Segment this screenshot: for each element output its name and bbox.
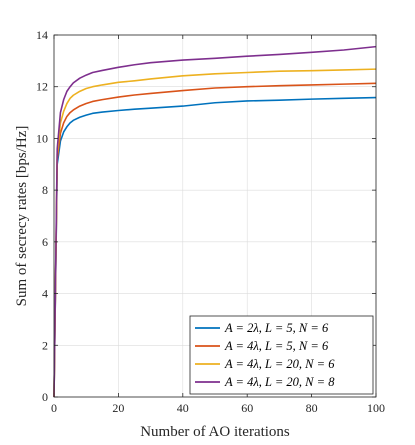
y-axis-label: Sum of secrecy rates [bps/Hz] <box>14 126 30 307</box>
legend-box <box>189 315 374 395</box>
legend-label-3: A = 4λ, L = 20, N = 6 <box>224 357 335 371</box>
legend: A = 2λ, L = 5, N = 6 A = 4λ, L = 5, N = 6… <box>189 315 374 395</box>
plot-frame <box>53 34 377 398</box>
y-tick-label: 12 <box>36 80 48 94</box>
y-tick-label: 6 <box>42 235 48 249</box>
series-lines <box>53 45 377 398</box>
series-line-2 <box>53 82 377 398</box>
series-line-1 <box>53 96 377 398</box>
axis-ticks: 0 20 40 60 80 100 0 2 4 6 8 10 12 14 <box>36 28 385 415</box>
legend-label-4: A = 4λ, L = 20, N = 8 <box>224 375 335 389</box>
y-tick-label: 0 <box>42 390 48 404</box>
x-tick-label: 100 <box>367 401 385 415</box>
y-tick-label: 14 <box>36 28 48 42</box>
x-tick-label: 0 <box>51 401 57 415</box>
x-tick-label: 20 <box>112 401 124 415</box>
series-line-4 <box>53 45 377 398</box>
y-tick-label: 10 <box>36 131 48 145</box>
legend-label-2: A = 4λ, L = 5, N = 6 <box>224 339 329 353</box>
y-tick-label: 4 <box>42 287 48 301</box>
x-tick-label: 40 <box>177 401 189 415</box>
x-tick-label: 60 <box>241 401 253 415</box>
x-axis-label: Number of AO iterations <box>140 424 290 440</box>
legend-label-1: A = 2λ, L = 5, N = 6 <box>224 321 329 335</box>
y-tick-label: 8 <box>42 183 48 197</box>
y-tick-label: 2 <box>42 338 48 352</box>
series-line-3 <box>53 68 377 398</box>
x-tick-label: 80 <box>306 401 318 415</box>
